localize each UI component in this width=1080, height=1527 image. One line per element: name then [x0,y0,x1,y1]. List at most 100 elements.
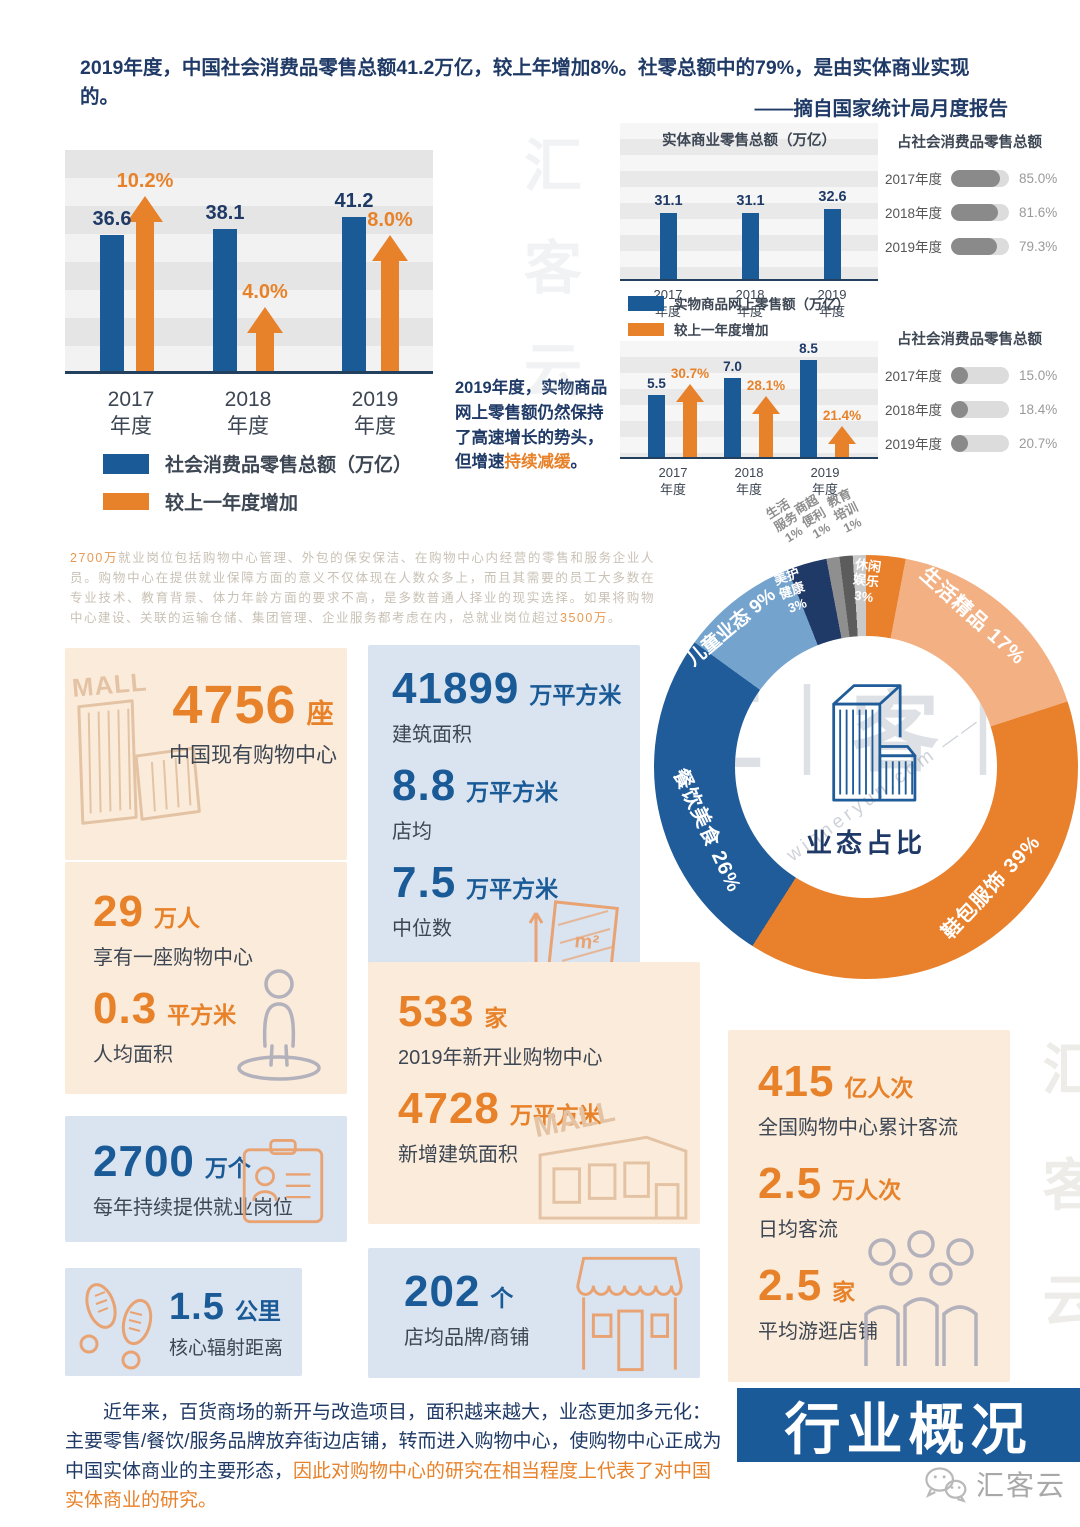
stat-label: 日均客流 [758,1219,838,1241]
share-pill-fill [951,366,968,384]
bar [213,229,237,374]
share-pill [951,366,1009,384]
storefront-sketch-icon [576,1256,683,1372]
share-value: 81.6% [1019,204,1058,220]
share-pill-fill [951,203,999,221]
mall-storefront-sketch-icon: MALL [531,1095,688,1220]
stat-card-building-area: 41899 万平方米 建筑面积 8.8 万平方米 店均 7.5 万平方米 中位数 m² [368,645,640,1007]
arrow-shaft [136,221,154,374]
stat-label: 店均 [392,821,432,843]
share-row: 2019年度 20.7% [885,433,1075,453]
growth-arrow [828,425,856,459]
growth-arrow [752,395,780,459]
brand-logo: 汇客云 [922,1464,1066,1504]
stat-unit: 万人 [153,905,200,931]
chart-social-retail: 36.6 10.2% 38.1 4.0% 41.2 8.0% 社会消费品零售总额（万亿） … [65,140,440,532]
bar-value-label: 7.0 [723,358,742,374]
arrow-shaft [759,413,773,459]
growth-value-label: 10.2% [116,169,174,192]
axis-label: 2019 年度 [810,465,840,497]
donut-center: 汇｜客｜云 —— winneryun.com —— 业态占比 [735,636,997,898]
chart-plot-area: 实体商业零售总额（万亿） 31.1 31.1 32.6 [620,123,878,281]
stat-card-traffic: 415 亿人次 全国购物中心累计客流 2.5 万人次 日均客流 2.5 家 平均游逛店… [728,1030,1010,1382]
bar-value-label: 32.6 [818,189,847,206]
stat-unit: 万平方米 [509,1102,602,1128]
stat-number: 533 [398,987,475,1036]
stat-unit: 家 [832,1279,856,1305]
footer-body: 近年来，百货商场的新开与改造项目，面积越来越大，业态更加多元化：主要零售/餐饮/… [65,1402,722,1482]
stat-unit: 万人次 [832,1177,902,1203]
chart-title: 实体商业零售总额（万亿） [662,133,836,149]
stat-label: 中位数 [392,918,452,940]
stat-number: 1.5 [169,1286,225,1328]
legend-row: 较上一年度增加 [628,319,850,339]
source-attribution: ——摘自国家统计局月度报告 [754,98,1008,120]
watermark-text: 汇 客 云 [515,135,580,412]
share-value: 79.3% [1019,238,1058,254]
arrow-head [372,235,408,262]
share-pill [951,237,1009,255]
bar-value-label: 41.2 [334,190,374,213]
stat-number: 2.5 [758,1261,823,1310]
note-tail: 。 [570,453,588,472]
bar-value-label: 36.6 [92,207,132,230]
stat-label: 享有一座购物中心 [93,947,253,969]
stat-label: 核心辐射距离 [169,1338,284,1359]
share-row: 2018年度 18.4% [885,399,1075,419]
stat-number: 0.3 [93,984,158,1033]
axis-label: 2018 年度 [734,465,764,497]
arrow-shaft [835,443,849,459]
growth-value-label: 30.7% [670,365,710,381]
axis-label: 2018 年度 [224,388,272,439]
panel-title: 占社会消费品零售总额 [897,135,1042,151]
panel-physical-share: 占社会消费品零售总额 2017年度 85.0% 2018年度 81.6% 2019年度 7… [885,131,1075,270]
stat-label: 人均面积 [93,1044,173,1066]
share-pill-fill [951,237,997,255]
share-value: 18.4% [1019,401,1058,417]
bar-value-label: 38.1 [205,202,245,225]
banner-title: 行业概况 [784,1397,1033,1461]
mall-building-icon [832,684,917,802]
axis-label: 2019 年度 [817,287,847,319]
note-body: 2019年度，实物商品网上零售额仍然保持了高速增长的势头，但增速 [455,379,608,472]
stat-unit: 万平方米 [529,682,622,708]
bar [742,212,759,281]
stat-number: 29 [93,887,144,936]
share-row: 2017年度 15.0% [885,365,1075,385]
share-label: 2019年度 [885,240,943,255]
arrow-head [752,395,780,414]
stat-unit: 亿人次 [844,1075,914,1101]
share-pill-fill [951,169,1001,187]
legend-swatch-orange [628,322,664,336]
intro-text: 2019年度，中国社会消费品零售总额41.2万亿，较上年增加8%。社零总额中的7… [80,57,970,109]
axis-label: 2017 年度 [658,465,688,497]
legend-label: 较上一年度增加 [674,323,769,338]
footer-paragraph: 近年来，百货商场的新开与改造项目，面积越来越大，业态更加多元化：主要零售/餐饮/… [65,1398,723,1516]
bar-value-label: 8.5 [799,341,818,357]
chart-baseline [620,279,878,281]
share-value: 15.0% [1019,367,1058,383]
stat-number: 2.5 [758,1159,823,1208]
panel-title: 占社会消费品零售总额 [897,332,1042,348]
growth-value-label: 8.0% [367,209,413,232]
arrow-head [828,425,856,444]
panel-online-share: 占社会消费品零售总额 2017年度 15.0% 2018年度 18.4% 2019年度 2… [885,328,1075,467]
share-label: 2019年度 [885,437,943,452]
share-pill [951,169,1009,187]
stat-number: 41899 [392,664,520,713]
growth-arrow [247,307,283,374]
mall-building-sketch-icon: MALL [71,668,201,825]
bar-value-label: 5.5 [647,376,666,392]
stat-unit: 家 [484,1005,508,1031]
share-label: 2018年度 [885,403,943,418]
bar [660,212,677,281]
growth-arrow [127,195,163,374]
stat-unit: 平方米 [167,1002,237,1028]
bar [648,395,665,459]
jobs-highlight: 3500万 [560,611,608,625]
svg-text:MALL: MALL [71,668,148,702]
chart-baseline [65,371,433,374]
id-badge-sketch-icon [242,1138,324,1224]
stat-card-brands: 202 个 店均品牌/商铺 [368,1248,700,1378]
share-value: 20.7% [1019,435,1058,451]
